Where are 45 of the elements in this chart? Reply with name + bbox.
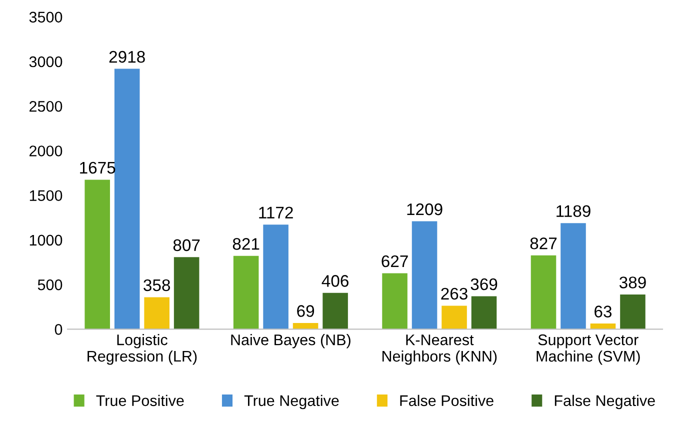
y-tick-label: 1500: [30, 190, 62, 202]
y-tick-label: 500: [38, 279, 62, 290]
bar: [620, 294, 646, 330]
bar: [412, 221, 438, 330]
y-tick-label: 2000: [30, 146, 62, 156]
bar: [84, 180, 110, 330]
bar: [144, 297, 170, 330]
y-tick-label: 0: [54, 324, 62, 335]
data-label: 63: [594, 306, 612, 318]
y-tick-label: 1000: [30, 234, 62, 246]
data-label: 821: [232, 238, 260, 250]
data-label: 69: [297, 305, 314, 317]
bar: [114, 68, 140, 330]
y-tick-label: 3500: [29, 12, 62, 23]
data-label: 389: [619, 276, 646, 288]
bar: [442, 306, 467, 330]
bar: [174, 257, 200, 330]
bar: [263, 224, 288, 330]
bar: [322, 292, 348, 330]
x-tick-label: Support Vector Machine (SVM): [536, 334, 640, 365]
data-label: 827: [530, 238, 557, 250]
bar: [233, 256, 259, 330]
bar: [560, 223, 586, 330]
data-label: 406: [322, 275, 348, 287]
data-label: 627: [382, 255, 408, 268]
data-label: 1172: [259, 206, 293, 218]
data-label: 1189: [556, 205, 590, 217]
bar: [471, 296, 497, 330]
data-label: 263: [441, 288, 468, 300]
x-tick-label: K-Nearest Neighbors (KNN): [382, 334, 497, 365]
legend-label: False Negative: [554, 394, 655, 410]
data-label: 1209: [407, 203, 442, 216]
data-label: 2918: [109, 50, 145, 63]
y-tick-label: 2500: [30, 100, 62, 112]
bar: [382, 273, 408, 330]
data-label: 807: [173, 239, 200, 252]
y-tick-label: 3000: [29, 56, 62, 68]
x-tick-label: Naive Bayes (NB): [231, 334, 350, 348]
legend-label: True Positive: [96, 394, 184, 406]
bar: [530, 255, 556, 330]
legend-label: True Negative: [244, 394, 339, 410]
legend-label: False Positive: [400, 394, 494, 406]
data-label: 369: [470, 278, 498, 290]
x-tick-label: Logistic Regression (LR): [88, 334, 197, 365]
data-label: 358: [144, 279, 170, 292]
